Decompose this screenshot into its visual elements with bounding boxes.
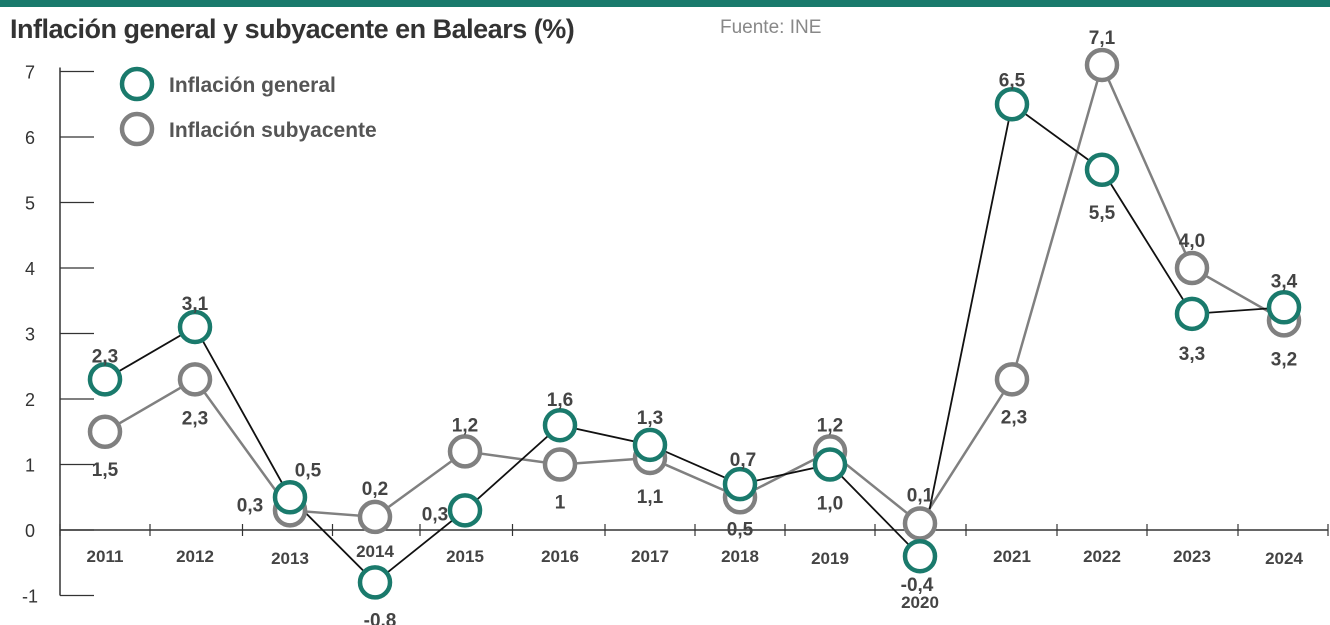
point-subyacente bbox=[1174, 250, 1210, 286]
data-label-subyacente: 0,3 bbox=[237, 495, 263, 516]
point-subyacente bbox=[994, 362, 1030, 397]
point-general bbox=[994, 87, 1030, 122]
point-general bbox=[1266, 290, 1302, 325]
point-general bbox=[87, 362, 123, 397]
legend-label-general: Inflación general bbox=[169, 74, 336, 97]
x-tick-label: 2018 bbox=[721, 547, 759, 566]
point-general bbox=[357, 565, 393, 600]
x-tick-label: 2019 bbox=[811, 549, 849, 568]
x-tick-label: 2013 bbox=[271, 549, 309, 568]
x-tick-label: 2012 bbox=[176, 547, 214, 566]
data-label-general: 1,0 bbox=[817, 494, 843, 515]
point-subyacente bbox=[542, 447, 578, 482]
x-tick-label: 2021 bbox=[993, 547, 1031, 566]
point-general bbox=[177, 309, 213, 345]
y-tick-label: 3 bbox=[25, 325, 35, 345]
data-label-subyacente: 0,1 bbox=[907, 485, 934, 506]
x-tick-label: 2020 bbox=[901, 593, 939, 612]
data-labels: 2,3 3,1 0,5 -0,8 0,3 1,6 1,3 0,7 1,0 -0,4 6,5 5,5 3,… bbox=[92, 28, 1298, 625]
y-tick-label: 4 bbox=[25, 259, 35, 279]
y-tick-label: 0 bbox=[25, 521, 35, 541]
point-general bbox=[447, 493, 483, 528]
data-label-subyacente: 4,0 bbox=[1179, 231, 1205, 252]
data-label-general: 1,3 bbox=[637, 408, 663, 429]
point-subyacente bbox=[87, 414, 123, 449]
chart-title: Inflación general y subyacente en Balear… bbox=[10, 14, 575, 44]
series-markers bbox=[87, 47, 1302, 600]
point-general bbox=[1174, 296, 1210, 332]
data-label-general: 1,6 bbox=[547, 390, 573, 411]
data-label-subyacente: 1,5 bbox=[92, 460, 119, 481]
data-label-general: 3,1 bbox=[182, 294, 209, 315]
data-label-general: -0,8 bbox=[364, 610, 397, 625]
data-label-subyacente: 0,2 bbox=[362, 479, 388, 500]
x-tick-label: 2016 bbox=[541, 547, 579, 566]
x-tick-label: 2011 bbox=[87, 547, 124, 566]
y-tick-label: 7 bbox=[25, 63, 35, 83]
data-label-subyacente: 1,2 bbox=[817, 415, 843, 436]
data-label-general: 6,5 bbox=[999, 70, 1026, 91]
y-tick-label: 1 bbox=[25, 456, 35, 476]
y-tick-label: -1 bbox=[22, 587, 38, 607]
legend-marker-subyacente bbox=[119, 111, 155, 147]
data-label-general: -0,4 bbox=[901, 575, 934, 596]
chart-axes: 7 6 5 4 3 2 1 0 -1 2011 2012 2013 2014 2015 2016 2017 20… bbox=[22, 63, 1329, 612]
x-tick-label: 2017 bbox=[631, 547, 669, 566]
chart-source: Fuente: INE bbox=[720, 17, 822, 38]
x-tick-label: 2014 bbox=[356, 542, 394, 561]
data-label-general: 0,5 bbox=[295, 460, 322, 481]
data-label-general: 0,7 bbox=[730, 450, 756, 471]
point-subyacente bbox=[357, 499, 393, 535]
data-label-subyacente: 1 bbox=[555, 493, 566, 514]
data-label-subyacente: 1,1 bbox=[637, 487, 664, 508]
y-tick-label: 2 bbox=[25, 390, 35, 410]
data-label-subyacente: 1,2 bbox=[452, 415, 478, 436]
point-subyacente bbox=[447, 434, 483, 469]
point-subyacente bbox=[902, 506, 938, 541]
point-general bbox=[272, 480, 308, 515]
x-tick-label: 2024 bbox=[1265, 549, 1303, 568]
data-label-subyacente: 3,2 bbox=[1271, 349, 1297, 370]
data-label-general: 5,5 bbox=[1089, 203, 1116, 224]
data-label-subyacente: 2,3 bbox=[1001, 407, 1027, 428]
data-label-general: 3,3 bbox=[1179, 344, 1205, 365]
y-tick-label: 5 bbox=[25, 194, 35, 214]
point-subyacente bbox=[177, 362, 213, 397]
legend: Inflación general Inflación subyacente bbox=[119, 66, 377, 147]
data-label-subyacente: 7,1 bbox=[1089, 28, 1116, 49]
point-general bbox=[722, 466, 758, 502]
point-subyacente bbox=[1084, 47, 1120, 83]
data-label-general: 0,3 bbox=[422, 504, 448, 525]
data-label-general: 2,3 bbox=[92, 346, 118, 367]
point-general bbox=[542, 407, 578, 443]
point-general bbox=[902, 538, 938, 574]
x-tick-label: 2015 bbox=[446, 547, 484, 566]
x-tick-label: 2023 bbox=[1173, 547, 1211, 566]
top-accent-bar bbox=[0, 0, 1330, 7]
point-general bbox=[812, 447, 848, 482]
data-label-general: 3,4 bbox=[1271, 271, 1298, 292]
x-tick-label: 2022 bbox=[1083, 547, 1121, 566]
y-tick-label: 6 bbox=[25, 128, 35, 148]
data-label-subyacente: 0,5 bbox=[727, 519, 754, 540]
point-general bbox=[632, 427, 668, 463]
legend-marker-general bbox=[119, 66, 155, 102]
legend-label-subyacente: Inflación subyacente bbox=[169, 119, 377, 142]
data-label-subyacente: 2,3 bbox=[182, 408, 208, 429]
point-general bbox=[1084, 152, 1120, 187]
